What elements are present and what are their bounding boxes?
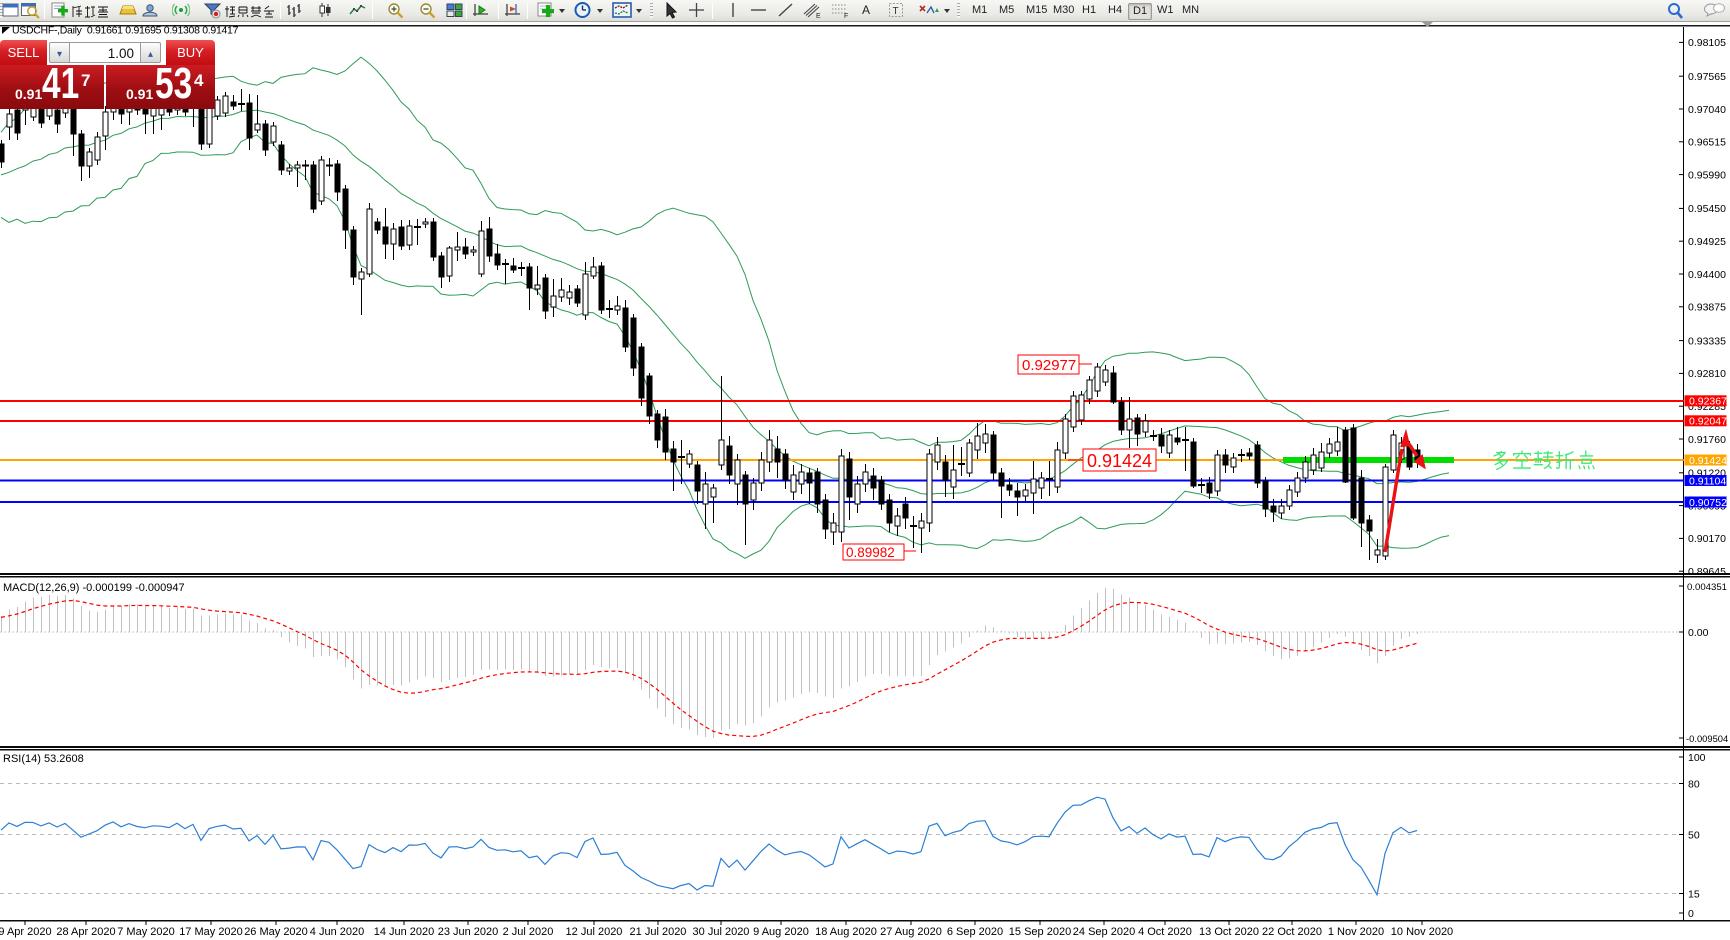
svg-text:0.95990: 0.95990 [1688, 169, 1726, 181]
svg-text:0.92810: 0.92810 [1688, 368, 1726, 380]
svg-text:9 Aug 2020: 9 Aug 2020 [753, 926, 809, 938]
svg-text:30 Jul 2020: 30 Jul 2020 [693, 926, 750, 938]
svg-text:26 May 2020: 26 May 2020 [244, 926, 308, 938]
svg-text:-0.009504: -0.009504 [1686, 733, 1728, 744]
svg-text:17 May 2020: 17 May 2020 [179, 926, 243, 938]
svg-text:MACD(12,26,9) -0.000199 -0.000: MACD(12,26,9) -0.000199 -0.000947 [3, 582, 185, 594]
svg-text:24 Sep 2020: 24 Sep 2020 [1073, 926, 1135, 938]
svg-text:0.97040: 0.97040 [1688, 104, 1726, 116]
svg-text:0.91104: 0.91104 [1689, 475, 1726, 487]
svg-text:0.96515: 0.96515 [1688, 137, 1726, 149]
svg-text:USDCHF-,Daily 0.91661 0.91695: USDCHF-,Daily 0.91661 0.91695 0.91308 0.… [12, 25, 239, 37]
svg-text:0.90752: 0.90752 [1689, 497, 1727, 509]
svg-text:21 Jul 2020: 21 Jul 2020 [630, 926, 687, 938]
svg-text:0.98105: 0.98105 [1688, 37, 1726, 49]
svg-text:0.93875: 0.93875 [1688, 302, 1726, 314]
svg-text:13 Oct 2020: 13 Oct 2020 [1199, 926, 1259, 938]
svg-text:0.94400: 0.94400 [1688, 269, 1726, 281]
svg-text:T: T [893, 6, 899, 17]
svg-text:100: 100 [1688, 752, 1706, 764]
svg-text:1 Nov 2020: 1 Nov 2020 [1328, 926, 1384, 938]
svg-text:0.91424: 0.91424 [1087, 451, 1152, 471]
svg-text:0.90170: 0.90170 [1688, 533, 1726, 545]
svg-text:0.92047: 0.92047 [1689, 416, 1727, 428]
svg-text:0.92367: 0.92367 [1689, 396, 1727, 408]
svg-text:0.00: 0.00 [1688, 627, 1709, 639]
svg-text:9 Apr 2020: 9 Apr 2020 [0, 926, 52, 938]
svg-text:23 Jun 2020: 23 Jun 2020 [438, 926, 499, 938]
svg-text:0.91424: 0.91424 [1689, 455, 1727, 467]
svg-text:4 Oct 2020: 4 Oct 2020 [1138, 926, 1192, 938]
svg-text:12 Jul 2020: 12 Jul 2020 [566, 926, 623, 938]
svg-text:0.004351: 0.004351 [1687, 582, 1727, 593]
svg-text:4 Jun 2020: 4 Jun 2020 [310, 926, 364, 938]
svg-text:14 Jun 2020: 14 Jun 2020 [374, 926, 435, 938]
svg-text:0.89982: 0.89982 [846, 545, 895, 560]
svg-text:RSI(14) 53.2608: RSI(14) 53.2608 [3, 753, 84, 765]
svg-text:0.92977: 0.92977 [1022, 357, 1076, 374]
svg-text:0.91760: 0.91760 [1688, 434, 1726, 446]
svg-text:6 Sep 2020: 6 Sep 2020 [947, 926, 1003, 938]
svg-text:15 Sep 2020: 15 Sep 2020 [1009, 926, 1071, 938]
svg-text:0.89645: 0.89645 [1688, 566, 1726, 578]
svg-text:0: 0 [1688, 908, 1694, 920]
svg-text:0.93335: 0.93335 [1688, 335, 1726, 347]
svg-text:22 Oct 2020: 22 Oct 2020 [1262, 926, 1322, 938]
svg-text:F: F [844, 13, 848, 19]
svg-text:15: 15 [1688, 888, 1700, 900]
svg-text:80: 80 [1688, 778, 1700, 790]
svg-text:7 May 2020: 7 May 2020 [117, 926, 174, 938]
svg-text:28 Apr 2020: 28 Apr 2020 [56, 926, 115, 938]
svg-text:E: E [816, 13, 821, 19]
svg-text:0.94925: 0.94925 [1688, 236, 1726, 248]
svg-text:50: 50 [1688, 829, 1700, 841]
svg-text:10 Nov 2020: 10 Nov 2020 [1391, 926, 1453, 938]
svg-text:2 Jul 2020: 2 Jul 2020 [503, 926, 554, 938]
svg-text:0.95450: 0.95450 [1688, 203, 1726, 215]
svg-text:0.97565: 0.97565 [1688, 71, 1726, 83]
svg-text:27 Aug 2020: 27 Aug 2020 [880, 926, 942, 938]
svg-text:18 Aug 2020: 18 Aug 2020 [815, 926, 877, 938]
